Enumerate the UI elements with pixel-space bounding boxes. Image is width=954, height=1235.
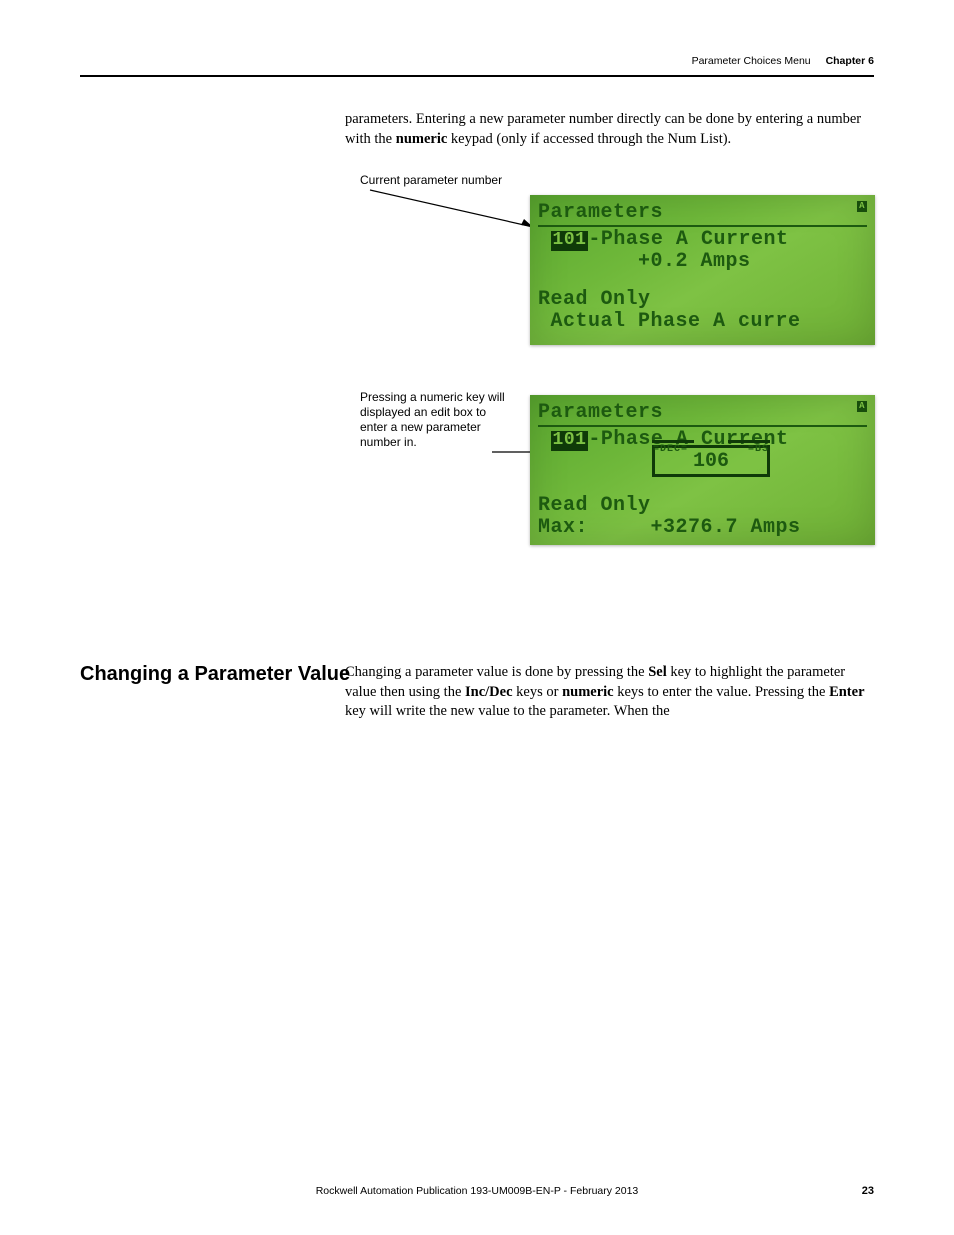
lcd2-title-row: Parameters A — [538, 401, 867, 424]
lcd1-divider — [538, 225, 867, 227]
lcd2-alarm-icon: A — [857, 401, 867, 412]
header-divider — [80, 75, 874, 77]
lcd1-description: Actual Phase A curre — [538, 311, 867, 333]
edit-box-dec-label: =DEC= — [653, 444, 688, 455]
sb-5: key will write the new value to the para… — [345, 703, 670, 719]
lcd1-param-name: -Phase A Current — [588, 228, 788, 251]
lcd2-param-number: 101 — [551, 431, 589, 451]
lcd2-max-line: Max: +3276.7 Amps — [538, 517, 867, 539]
lcd2-divider — [538, 425, 867, 427]
sb-numeric: numeric — [562, 684, 614, 700]
intro-paragraph: parameters. Entering a new parameter num… — [345, 110, 874, 149]
intro-text-2: keypad (only if accessed through the Num… — [447, 131, 731, 147]
lcd1-title: Parameters — [538, 201, 663, 224]
lcd-screen-1: Parameters A 101-Phase A Current +0.2 Am… — [530, 195, 875, 345]
sb-1: Changing a parameter value is done by pr… — [345, 664, 648, 680]
edit-box-tab-right — [728, 440, 770, 443]
lcd1-readonly: Read Only — [538, 289, 867, 311]
sb-sel: Sel — [648, 664, 667, 680]
lcd1-alarm-icon: A — [857, 201, 867, 212]
intro-bold: numeric — [396, 131, 448, 147]
header-chapter: Chapter 6 — [826, 55, 874, 67]
lcd1-value-line: +0.2 Amps — [538, 251, 867, 273]
lcd1-param-number: 101 — [551, 231, 589, 251]
lcd2-readonly: Read Only — [538, 495, 867, 517]
header-section-title: Parameter Choices Menu — [692, 55, 811, 67]
lcd1-param-line: 101-Phase A Current — [538, 229, 867, 251]
footer-publication: Rockwell Automation Publication 193-UM00… — [80, 1185, 874, 1197]
lcd-screen-2: Parameters A 101-Phase A Current =DEC= =… — [530, 395, 875, 545]
sb-enter: Enter — [829, 684, 864, 700]
section-heading: Changing a Parameter Value — [80, 663, 350, 686]
sb-3: keys or — [513, 684, 563, 700]
section-body: Changing a parameter value is done by pr… — [345, 663, 874, 722]
lcd2-edit-box: =DEC= =BS 106 — [652, 445, 770, 477]
sb-4: keys to enter the value. Pressing the — [614, 684, 829, 700]
lcd1-title-row: Parameters A — [538, 201, 867, 224]
edit-box-tab-left — [652, 440, 694, 443]
page-number: 23 — [862, 1185, 874, 1197]
page-header: Parameter Choices Menu Chapter 6 — [692, 55, 874, 67]
lcd2-title: Parameters — [538, 401, 663, 424]
lcd1-spacer — [538, 273, 867, 289]
sb-incdec: Inc/Dec — [465, 684, 513, 700]
arrow-to-param-number — [365, 185, 545, 235]
document-page: Parameter Choices Menu Chapter 6 paramet… — [0, 0, 954, 1235]
edit-box-bs-label: =BS — [748, 444, 769, 455]
lcd2-edit-value: 106 — [693, 450, 729, 473]
